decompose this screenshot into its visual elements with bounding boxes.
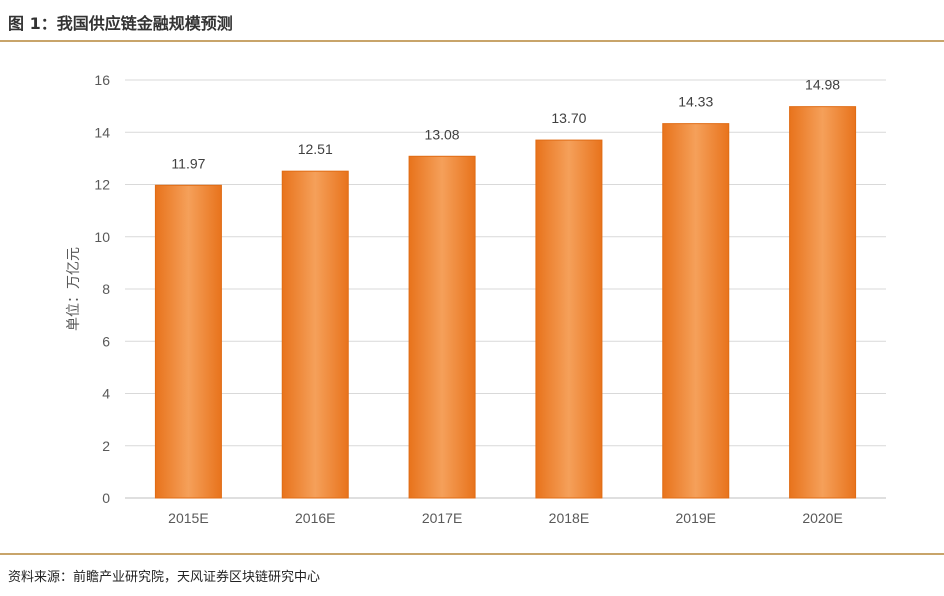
y-tick-label: 14 [94,124,110,140]
y-tick-label: 10 [94,229,110,245]
bar [154,184,222,499]
y-tick-label: 6 [102,333,110,349]
x-tick-label: 2020E [802,510,842,526]
data-label: 14.33 [678,94,713,110]
x-tick-label: 2019E [676,510,716,526]
data-label: 13.70 [551,110,586,126]
data-label: 12.51 [298,141,333,157]
figure-title: 图 1：我国供应链金融规模预测 [8,14,233,33]
x-tick-label: 2017E [422,510,462,526]
data-labels: 11.97 12.51 13.08 13.70 14.33 14.98 [171,77,840,172]
y-tick-label: 2 [102,438,110,454]
bar [789,106,857,499]
bar [281,170,349,499]
x-tick-label: 2018E [549,510,589,526]
bars [154,106,857,499]
y-tick-label: 8 [102,281,110,297]
data-label: 11.97 [171,155,205,171]
x-tick-label: 2015E [168,510,208,526]
bar [535,139,603,499]
y-tick-label: 4 [102,386,110,402]
bar [662,123,730,499]
y-axis-ticks: 0 2 4 6 8 10 12 14 16 [94,72,110,506]
y-tick-label: 12 [94,177,110,193]
y-tick-label: 16 [94,72,110,88]
x-axis-ticks: 2015E 2016E 2017E 2018E 2019E 2020E [168,510,843,526]
y-axis-label: 单位：万亿元 [66,247,82,331]
y-tick-label: 0 [102,490,110,506]
gridlines [125,79,886,499]
bar [408,155,476,499]
data-label: 14.98 [805,77,840,93]
source-divider [0,553,944,555]
bar-chart: 11.97 12.51 13.08 13.70 14.33 14.98 0 2 4 6 8 10 12… [66,72,886,526]
title-divider [0,40,944,42]
data-label: 13.08 [425,126,460,142]
source-note: 资料来源：前瞻产业研究院，天风证券区块链研究中心 [8,570,321,585]
x-tick-label: 2016E [295,510,335,526]
